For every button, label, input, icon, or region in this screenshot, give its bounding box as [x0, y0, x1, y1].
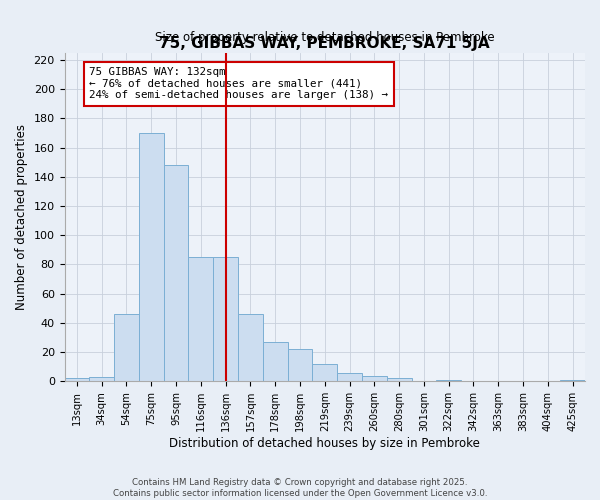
Bar [362, 376, 387, 382]
Title: 75, GIBBAS WAY, PEMBROKE, SA71 5JA: 75, GIBBAS WAY, PEMBROKE, SA71 5JA [160, 36, 490, 52]
Bar [114, 314, 139, 382]
Text: Contains HM Land Registry data © Crown copyright and database right 2025.
Contai: Contains HM Land Registry data © Crown c… [113, 478, 487, 498]
X-axis label: Distribution of detached houses by size in Pembroke: Distribution of detached houses by size … [169, 437, 480, 450]
Bar [387, 378, 412, 382]
Bar [560, 380, 585, 382]
Bar [436, 380, 461, 382]
Bar [238, 314, 263, 382]
Bar [337, 372, 362, 382]
Bar [287, 349, 313, 382]
Bar [313, 364, 337, 382]
Y-axis label: Number of detached properties: Number of detached properties [15, 124, 28, 310]
Bar [65, 378, 89, 382]
Bar [139, 133, 164, 382]
Bar [263, 342, 287, 382]
Text: 75 GIBBAS WAY: 132sqm
← 76% of detached houses are smaller (441)
24% of semi-det: 75 GIBBAS WAY: 132sqm ← 76% of detached … [89, 67, 388, 100]
Bar [164, 165, 188, 382]
Bar [188, 257, 213, 382]
Bar [89, 377, 114, 382]
Bar [213, 257, 238, 382]
Text: Size of property relative to detached houses in Pembroke: Size of property relative to detached ho… [155, 32, 494, 44]
